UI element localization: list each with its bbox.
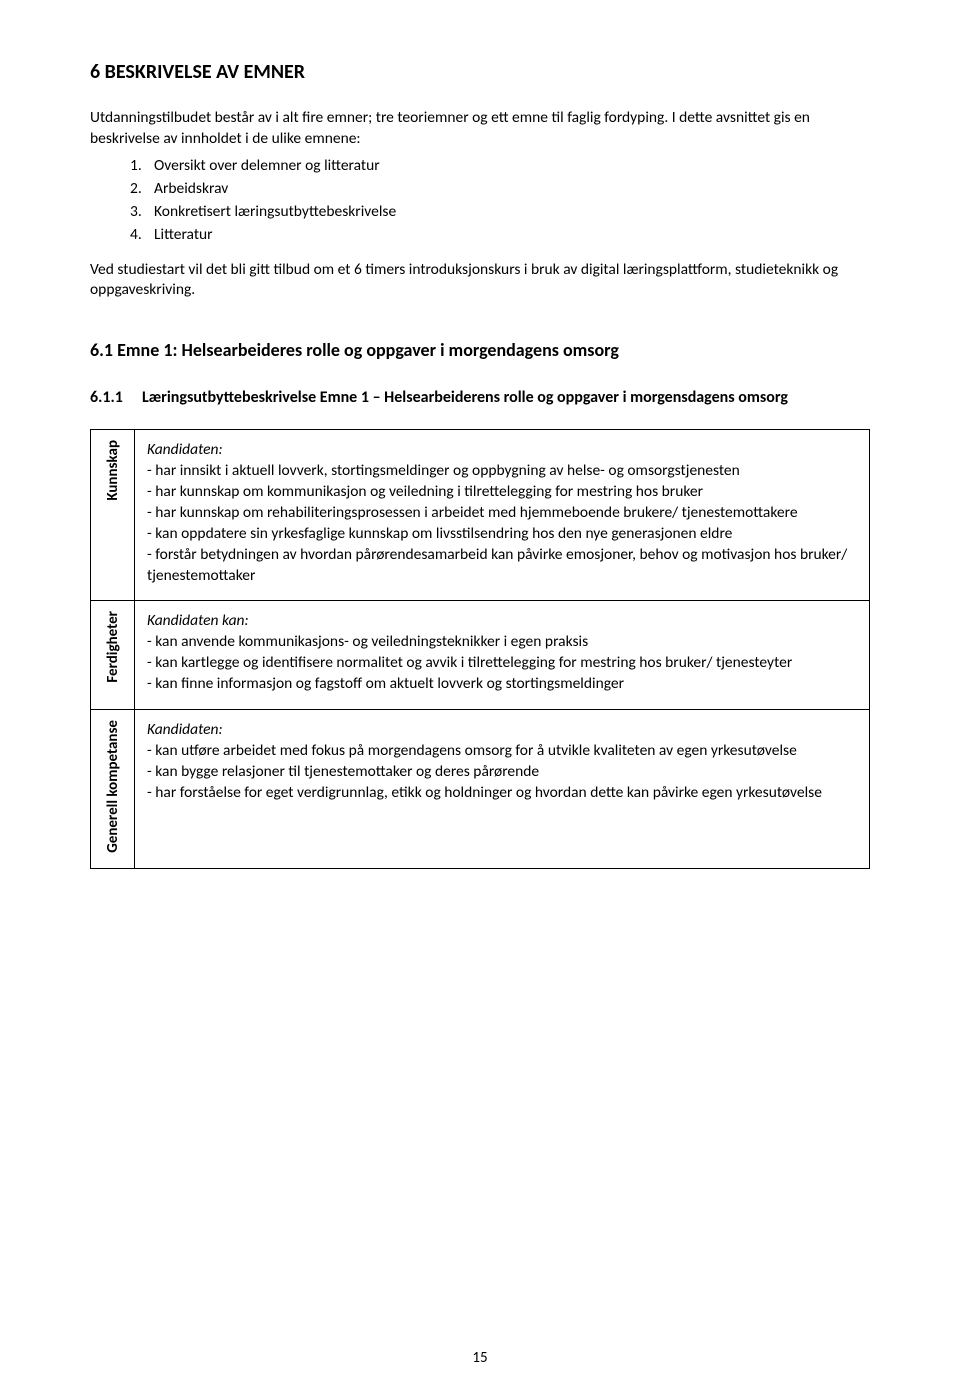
bullet-item: - kan bygge relasjoner til tjenestemotta… <box>147 762 857 783</box>
section-heading: 6 BESKRIVELSE AV EMNER <box>90 60 870 84</box>
list-item: 3.Konkretisert læringsutbyttebeskrivelse <box>130 202 870 223</box>
bullet-item: - har kunnskap om kommunikasjon og veile… <box>147 482 857 503</box>
list-number: 2. <box>130 179 154 200</box>
list-text: Arbeidskrav <box>154 179 228 198</box>
lead-text: Kandidaten: <box>147 440 857 461</box>
bullet-item: - har innsikt i aktuell lovverk, stortin… <box>147 461 857 482</box>
bullet-item: - har forståelse for eget verdigrunnlag,… <box>147 783 857 804</box>
row-label: Ferdigheter <box>104 611 122 683</box>
heading-number: 6.1.1 <box>90 387 142 409</box>
row-content-cell: Kandidaten: - har innsikt i aktuell lovv… <box>135 429 870 600</box>
row-label-cell: Ferdigheter <box>91 601 135 710</box>
table-row: Ferdigheter Kandidaten kan: - kan anvend… <box>91 601 870 710</box>
bullet-item: - kan oppdatere sin yrkesfaglige kunnska… <box>147 524 857 545</box>
bullet-item: - har kunnskap om rehabiliteringsprosess… <box>147 503 857 524</box>
row-label-cell: Generell kompetanse <box>91 710 135 869</box>
bullet-item: - kan anvende kommunikasjons- og veiledn… <box>147 632 857 653</box>
list-item: 1.Oversikt over delemner og litteratur <box>130 156 870 177</box>
learning-outcomes-table: Kunnskap Kandidaten: - har innsikt i akt… <box>90 429 870 869</box>
intro-paragraph-2: Ved studiestart vil det bli gitt tilbud … <box>90 260 870 302</box>
list-text: Oversikt over delemner og litteratur <box>154 156 380 175</box>
list-number: 4. <box>130 225 154 246</box>
intro-paragraph-1: Utdanningstilbudet består av i alt fire … <box>90 108 870 150</box>
subsubsection-heading: 6.1.1 Læringsutbyttebeskrivelse Emne 1 –… <box>90 387 870 409</box>
row-label: Generell kompetanse <box>104 720 122 853</box>
bullet-item: - kan finne informasjon og fagstoff om a… <box>147 674 857 695</box>
row-content-cell: Kandidaten: - kan utføre arbeidet med fo… <box>135 710 870 869</box>
bullet-item: - kan kartlegge og identifisere normalit… <box>147 653 857 674</box>
table-row: Generell kompetanse Kandidaten: - kan ut… <box>91 710 870 869</box>
list-item: 2.Arbeidskrav <box>130 179 870 200</box>
lead-text: Kandidaten kan: <box>147 611 857 632</box>
page-number: 15 <box>0 1349 960 1367</box>
lead-text: Kandidaten: <box>147 720 857 741</box>
numbered-list: 1.Oversikt over delemner og litteratur 2… <box>130 156 870 246</box>
row-label-cell: Kunnskap <box>91 429 135 600</box>
list-text: Konkretisert læringsutbyttebeskrivelse <box>154 202 396 221</box>
row-label: Kunnskap <box>104 440 122 501</box>
list-item: 4.Litteratur <box>130 225 870 246</box>
subsection-heading: 6.1 Emne 1: Helsearbeideres rolle og opp… <box>90 339 870 361</box>
list-number: 3. <box>130 202 154 223</box>
bullet-item: - forstår betydningen av hvordan pårøren… <box>147 545 857 587</box>
list-number: 1. <box>130 156 154 177</box>
row-content-cell: Kandidaten kan: - kan anvende kommunikas… <box>135 601 870 710</box>
list-text: Litteratur <box>154 225 213 244</box>
table-row: Kunnskap Kandidaten: - har innsikt i akt… <box>91 429 870 600</box>
bullet-item: - kan utføre arbeidet med fokus på morge… <box>147 741 857 762</box>
heading-text: Læringsutbyttebeskrivelse Emne 1 – Helse… <box>142 387 870 409</box>
